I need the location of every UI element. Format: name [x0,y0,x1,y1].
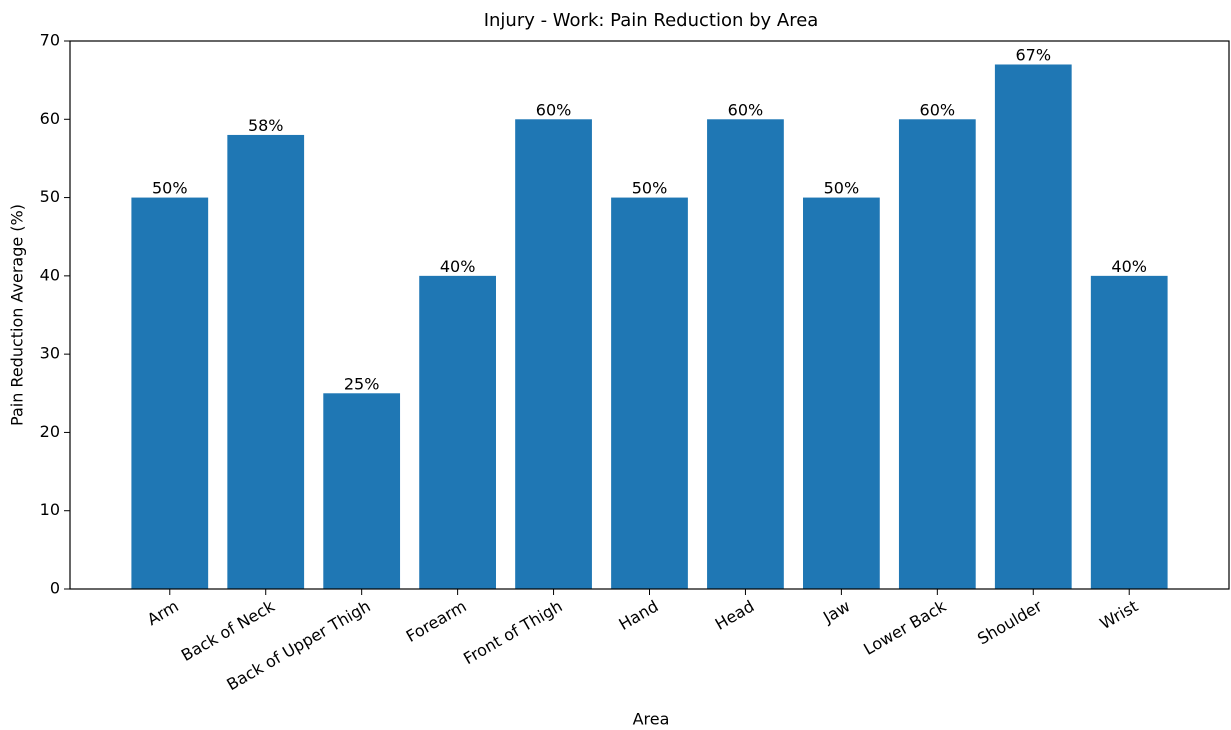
x-tick-label: Arm [144,596,182,629]
value-label: 67% [1015,45,1051,64]
value-label: 60% [728,100,764,119]
value-label: 50% [824,179,860,198]
y-tick-label: 20 [40,422,60,441]
x-tick-label: Head [712,596,758,633]
value-label: 60% [920,100,956,119]
x-tick-label: Wrist [1096,596,1141,633]
bar [994,64,1072,589]
y-tick-label: 50 [40,187,60,206]
value-label: 40% [1111,257,1147,276]
value-label: 50% [632,179,668,198]
bar [227,134,305,589]
x-tick-label: Hand [616,596,662,634]
y-tick-label: 40 [40,265,60,284]
value-label: 40% [440,257,476,276]
y-tick-label: 60 [40,109,60,128]
bar [1090,275,1168,589]
bar [611,197,688,590]
bar [898,119,976,590]
bar [515,119,592,590]
bar [707,119,784,590]
bar [323,393,401,589]
bar [803,197,880,590]
y-tick-label: 30 [40,344,60,363]
value-label: 60% [536,100,572,119]
x-tick-label: Shoulder [974,596,1046,648]
x-tick-label: Jaw [819,596,853,627]
plot-frame [69,40,1230,590]
x-tick-label: Front of Thigh [460,596,565,668]
chart-title: Injury - Work: Pain Reduction by Area [484,10,819,31]
bar [131,197,209,590]
x-axis-label: Area [633,710,670,729]
value-label: 58% [248,116,284,135]
y-tick-label: 70 [40,31,60,50]
y-tick-label: 0 [50,579,60,598]
bar [419,275,496,589]
value-label: 50% [152,179,188,198]
x-tick-label: Lower Back [860,596,950,659]
x-tick-label: Forearm [403,596,470,646]
y-axis-label: Pain Reduction Average (%) [8,204,27,426]
y-tick-label: 10 [40,500,60,519]
value-label: 25% [344,374,380,393]
